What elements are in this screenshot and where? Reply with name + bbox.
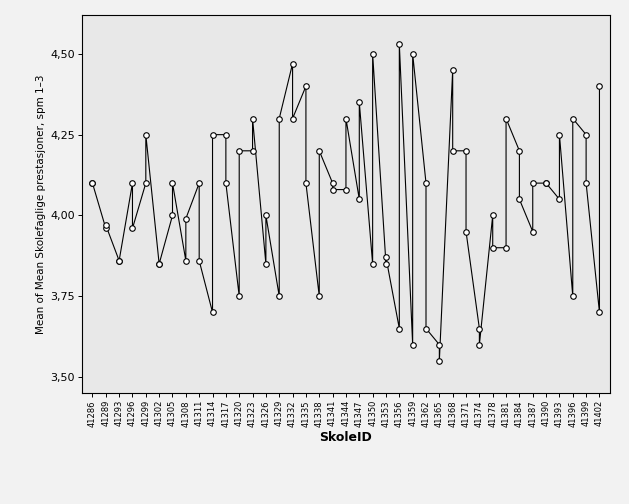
Y-axis label: Mean of Mean Skolefaglige prestasjoner, spm 1–3: Mean of Mean Skolefaglige prestasjoner, … [36,75,46,334]
X-axis label: SkoleID: SkoleID [320,431,372,444]
